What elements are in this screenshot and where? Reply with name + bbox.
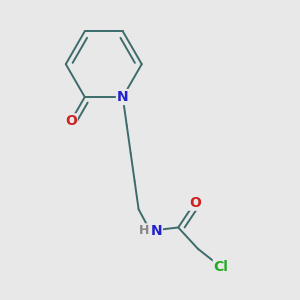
Text: N: N	[150, 224, 162, 238]
Text: N: N	[117, 90, 129, 104]
Text: O: O	[189, 196, 201, 210]
Text: Cl: Cl	[214, 260, 229, 274]
Text: H: H	[139, 224, 149, 237]
Text: O: O	[65, 114, 77, 128]
